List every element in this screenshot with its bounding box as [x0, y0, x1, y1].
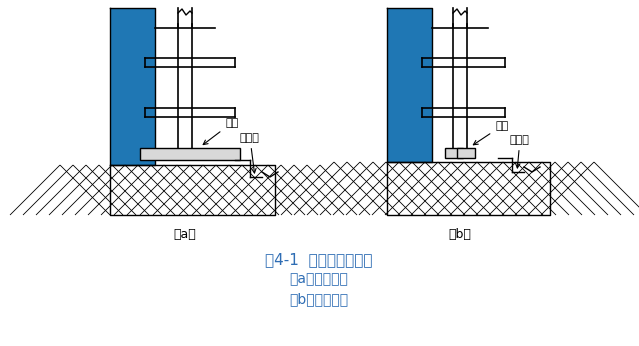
Text: 垫木: 垫木: [473, 121, 508, 145]
Text: （b）: （b）: [449, 228, 472, 241]
Bar: [110, 8, 155, 165]
Bar: [387, 8, 432, 162]
Text: 排水沟: 排水沟: [510, 135, 530, 168]
Text: （b）顺铺垫板: （b）顺铺垫板: [289, 292, 348, 306]
Bar: [457, 148, 475, 158]
Text: （a）横铺垫板: （a）横铺垫板: [289, 272, 348, 286]
Text: 垫木: 垫木: [203, 118, 238, 145]
Text: 排水沟: 排水沟: [240, 133, 260, 173]
Text: （a）: （a）: [174, 228, 196, 241]
Bar: [140, 148, 240, 160]
Bar: [445, 148, 463, 158]
Text: 图4-1  普通脚手架基底: 图4-1 普通脚手架基底: [265, 252, 373, 267]
